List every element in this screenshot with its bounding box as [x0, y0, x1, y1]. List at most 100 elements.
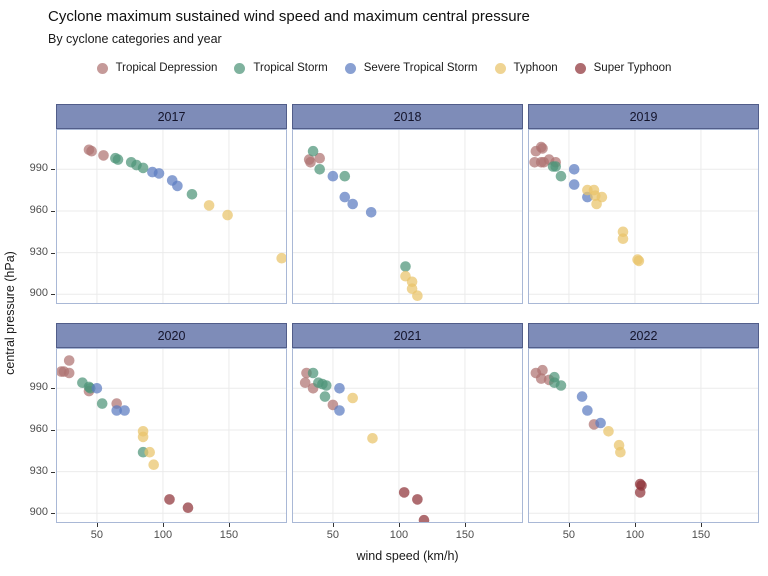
legend-label: Super Typhoon [593, 62, 672, 74]
data-point [568, 164, 580, 175]
data-point [334, 383, 345, 394]
data-point [555, 170, 567, 182]
x-tick-mark [228, 523, 230, 527]
data-point [96, 398, 108, 409]
page-title: Cyclone maximum sustained wind speed and… [48, 8, 530, 25]
x-tick-mark [634, 523, 636, 527]
data-point [537, 364, 548, 376]
data-point [153, 168, 165, 179]
facet-panel-2020 [56, 348, 287, 523]
data-point [203, 200, 215, 211]
data-point [276, 252, 287, 264]
page-subtitle: By cyclone categories and year [48, 32, 222, 46]
data-point [222, 209, 233, 221]
data-point [91, 383, 103, 394]
data-point [144, 446, 155, 458]
legend-label: Typhoon [513, 62, 558, 74]
y-tick-mark [51, 294, 55, 296]
data-point [321, 380, 332, 391]
x-tick-mark [398, 523, 400, 527]
data-point [550, 161, 561, 172]
data-point [412, 290, 423, 301]
panel-border [56, 348, 287, 523]
data-point [400, 261, 411, 272]
data-point [591, 198, 602, 210]
y-tick-label: 960 [29, 422, 48, 435]
y-tick-label: 990 [29, 162, 48, 175]
facet-strip-label: 2018 [393, 109, 422, 124]
x-tick-label: 150 [219, 529, 239, 541]
x-tick-label: 50 [326, 529, 340, 541]
legend-swatch-icon [234, 62, 246, 74]
legend-item: Severe Tropical Storm [344, 62, 478, 74]
x-tick-label: 50 [90, 529, 104, 541]
data-point [634, 487, 646, 498]
y-tick-mark [51, 252, 55, 254]
facet-strip-label: 2019 [629, 109, 658, 124]
data-point [86, 145, 97, 157]
legend-label: Severe Tropical Storm [363, 62, 478, 74]
legend-item: Tropical Depression [96, 62, 218, 74]
data-point [530, 145, 542, 157]
data-point [582, 405, 593, 416]
legend-label: Tropical Storm [253, 62, 328, 74]
data-point [299, 377, 311, 388]
legend-item: Tropical Storm [234, 62, 328, 74]
y-tick-label: 900 [29, 506, 48, 519]
y-tick-mark [51, 388, 55, 390]
facet-panel-2021 [292, 348, 523, 523]
data-point [182, 502, 194, 513]
data-point [148, 459, 159, 470]
data-point [314, 164, 325, 175]
data-point [603, 426, 614, 437]
data-point [319, 391, 331, 402]
data-point [164, 494, 175, 505]
data-point [365, 207, 377, 218]
data-point [119, 405, 130, 416]
data-point [339, 191, 351, 203]
panel-border [528, 129, 759, 304]
facet-strip-label: 2022 [629, 328, 658, 343]
data-point [314, 152, 325, 164]
legend-swatch-icon [494, 62, 506, 74]
panel-border [528, 348, 759, 523]
y-axis-title: central pressure (hPa) [3, 250, 17, 375]
data-point [63, 355, 75, 366]
data-point [307, 145, 319, 157]
facet-strip-label: 2017 [157, 109, 186, 124]
legend-label: Tropical Depression [115, 62, 218, 74]
x-tick-mark [96, 523, 98, 527]
y-tick-label: 930 [29, 245, 48, 258]
x-tick-label: 100 [389, 529, 409, 541]
legend-item: Super Typhoon [574, 62, 672, 74]
legend-swatch-icon [96, 62, 108, 74]
facet-panel-2018 [292, 129, 523, 304]
y-tick-label: 960 [29, 203, 48, 216]
data-point [334, 405, 345, 416]
data-point [186, 189, 198, 200]
data-point [633, 255, 645, 267]
y-tick-mark [51, 169, 55, 171]
data-point [398, 487, 410, 498]
data-point [418, 514, 430, 523]
x-tick-mark [464, 523, 466, 527]
y-tick-mark [51, 210, 55, 212]
facet-strip-2019: 2019 [528, 104, 759, 129]
data-point [112, 154, 124, 165]
legend-swatch-icon [574, 62, 586, 74]
x-tick-label: 50 [562, 529, 576, 541]
facet-strip-label: 2021 [393, 328, 422, 343]
facet-strip-2018: 2018 [292, 104, 523, 129]
panel-border [292, 348, 523, 523]
facet-strip-2022: 2022 [528, 323, 759, 348]
y-tick-mark [51, 429, 55, 431]
facet-strip-2017: 2017 [56, 104, 287, 129]
legend: Tropical Depression Tropical Storm Severe … [0, 62, 768, 74]
data-point [111, 405, 122, 416]
panel-border [292, 129, 523, 304]
data-point [137, 431, 149, 443]
facet-panel-2022 [528, 348, 759, 523]
x-tick-label: 100 [625, 529, 645, 541]
data-point [617, 233, 629, 244]
